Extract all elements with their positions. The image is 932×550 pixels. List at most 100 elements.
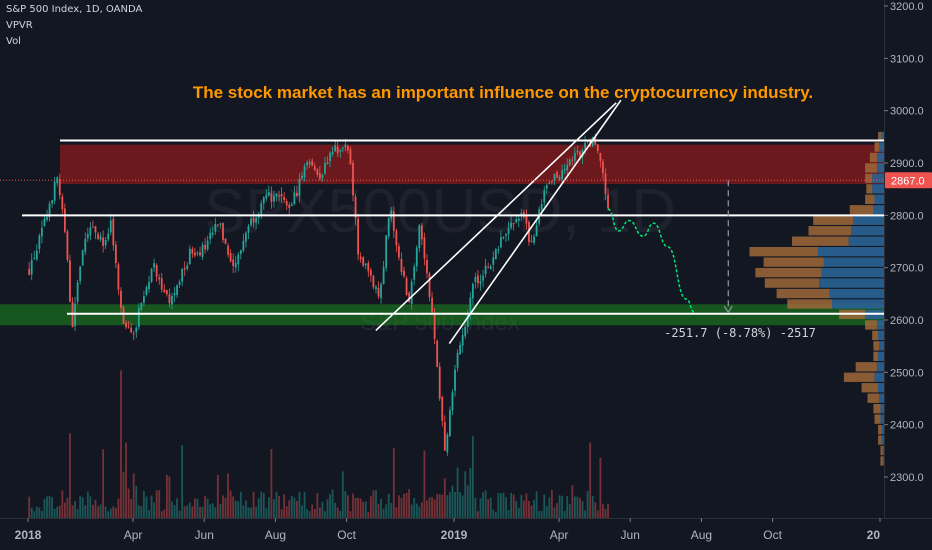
candle <box>308 159 311 168</box>
projection-path[interactable] <box>607 208 695 313</box>
candle <box>313 162 316 171</box>
price-tick-label: 2500.0 <box>890 367 924 379</box>
volume-bar <box>290 495 293 518</box>
volume-bar <box>352 493 354 518</box>
volume-bar <box>41 510 43 518</box>
candle <box>53 176 56 205</box>
volume-bar <box>135 485 138 518</box>
price-tick-label: 2400.0 <box>890 420 924 432</box>
price-axis-background <box>884 0 932 518</box>
candle <box>255 215 258 230</box>
volume-bar <box>443 478 446 518</box>
candle <box>58 173 61 200</box>
candle <box>69 254 71 303</box>
candle <box>375 284 377 294</box>
volume-bar <box>441 494 444 518</box>
volume-bar <box>497 493 500 518</box>
watermark-symbol: SPX500USD, 1D <box>204 177 676 246</box>
candle <box>443 415 446 451</box>
drawings[interactable] <box>0 99 884 345</box>
time-tick-label: Jun <box>195 528 214 542</box>
volume-bar <box>122 471 125 518</box>
time-tick-label: 20 <box>867 528 881 542</box>
volume-bar <box>301 505 303 518</box>
volume-profile <box>749 131 884 466</box>
price-axis[interactable]: 3200.0 3100.0 3000.0 2900.0 2800.0 2700.0 2600… <box>884 0 932 518</box>
volume-bar <box>99 504 102 518</box>
volume-bar <box>303 492 306 518</box>
candle <box>204 237 207 254</box>
candle <box>150 268 153 284</box>
price-tick-label: 2300.0 <box>890 472 924 484</box>
volume-bar <box>461 495 464 518</box>
candle <box>176 284 178 299</box>
candle <box>242 233 245 253</box>
volume-bar <box>451 485 454 518</box>
volume-profile-row <box>865 173 884 184</box>
candle <box>239 249 242 260</box>
indicator-volume-label[interactable]: Vol <box>6 36 21 47</box>
volume-bar <box>255 507 258 518</box>
volume-bar <box>446 495 449 518</box>
candle <box>321 173 324 182</box>
candle <box>94 225 97 240</box>
volume-bar <box>423 450 426 518</box>
volume-bar <box>171 501 173 518</box>
volume-bar <box>38 507 41 518</box>
candle <box>347 144 349 154</box>
price-zones <box>0 144 884 326</box>
volume-profile-row <box>791 236 884 246</box>
candle <box>545 183 548 194</box>
time-tick-label: Aug <box>265 528 286 542</box>
candle <box>132 330 135 341</box>
volume-bar <box>558 495 561 518</box>
volume-bar <box>438 494 441 518</box>
volume-bar <box>367 511 370 518</box>
candle <box>84 232 87 256</box>
channel-line-1[interactable] <box>375 102 617 332</box>
candle <box>194 247 196 258</box>
volume-bar <box>553 507 556 518</box>
volume-bar <box>242 505 245 518</box>
volume-bar <box>33 511 36 518</box>
volume-bar <box>408 489 411 518</box>
volume-bar <box>183 506 186 518</box>
volume-profile-row <box>855 362 884 372</box>
volume-bar <box>150 495 153 518</box>
volume-bar <box>308 511 311 518</box>
volume-profile-row <box>866 184 884 194</box>
volume-bar <box>563 511 566 518</box>
channel-line-2[interactable] <box>448 99 622 345</box>
candle <box>364 262 367 270</box>
volume-bar <box>178 510 181 518</box>
candle <box>137 303 140 331</box>
resistance-zone <box>60 144 884 184</box>
volume-bar <box>275 491 278 518</box>
volume-bar <box>566 496 569 518</box>
volume-bar <box>591 495 594 518</box>
candle <box>41 220 43 244</box>
candle <box>602 158 604 180</box>
candle <box>125 320 127 330</box>
volume-bar <box>58 505 61 518</box>
candle <box>349 146 352 165</box>
volume-bar <box>214 507 217 518</box>
volume-bar <box>375 490 377 518</box>
indicator-vpvr-label[interactable]: VPVR <box>6 20 33 31</box>
candle <box>191 246 194 258</box>
symbol-title: S&P 500 Index, 1D, OANDA <box>6 4 143 15</box>
time-axis[interactable]: 2018 Apr Jun Aug Oct 2019 Apr Jun Aug Oct 20 <box>0 518 932 550</box>
volume-profile-row <box>861 383 884 393</box>
candle <box>245 231 247 248</box>
candle <box>405 275 408 296</box>
candle <box>234 255 237 273</box>
candle <box>418 224 421 253</box>
candle <box>280 187 283 203</box>
candle <box>81 249 84 266</box>
candle <box>525 209 528 230</box>
candle <box>188 245 191 266</box>
candle <box>324 157 326 175</box>
measure-label: -251.7 (-8.78%) -2517 <box>664 326 816 340</box>
volume-bar <box>540 511 543 518</box>
